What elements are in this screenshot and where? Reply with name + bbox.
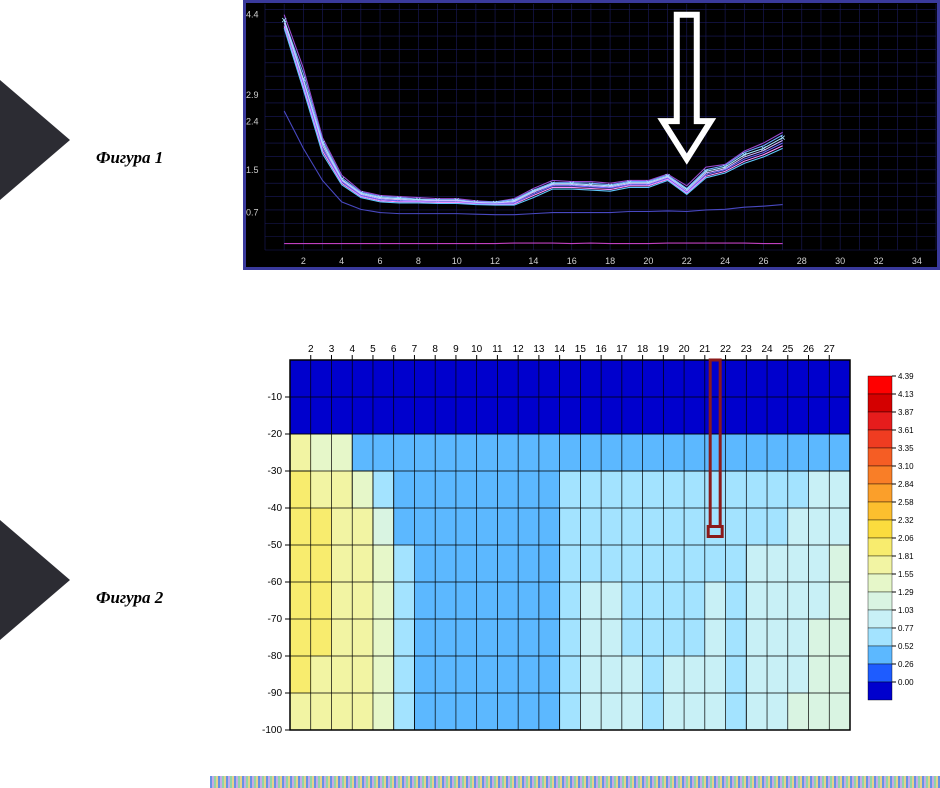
- svg-text:16: 16: [567, 256, 577, 266]
- svg-text:6: 6: [391, 344, 397, 355]
- svg-text:10: 10: [471, 344, 483, 355]
- svg-text:-60: -60: [268, 577, 283, 588]
- svg-text:3.35: 3.35: [898, 444, 914, 453]
- figure-1-chart: 2468101214161820222426283032340.71.52.42…: [243, 0, 940, 270]
- noise-footer-bar: [210, 776, 940, 788]
- svg-text:2.9: 2.9: [246, 90, 259, 100]
- svg-text:-40: -40: [268, 503, 283, 514]
- svg-text:10: 10: [452, 256, 462, 266]
- svg-text:14: 14: [554, 344, 566, 355]
- svg-text:12: 12: [490, 256, 500, 266]
- svg-text:16: 16: [596, 344, 608, 355]
- svg-text:17: 17: [616, 344, 628, 355]
- svg-text:9: 9: [453, 344, 459, 355]
- svg-text:12: 12: [513, 344, 525, 355]
- svg-text:0.77: 0.77: [898, 624, 914, 633]
- page: Фигура 1 Фигура 2 2468101214161820222426…: [0, 0, 940, 788]
- svg-text:19: 19: [658, 344, 670, 355]
- svg-text:-50: -50: [268, 540, 283, 551]
- svg-text:0.7: 0.7: [246, 208, 259, 218]
- svg-text:20: 20: [643, 256, 653, 266]
- svg-text:-100: -100: [262, 725, 282, 736]
- svg-text:2.4: 2.4: [246, 117, 259, 127]
- svg-text:0.00: 0.00: [898, 678, 914, 687]
- svg-text:0.26: 0.26: [898, 660, 914, 669]
- svg-text:2: 2: [308, 344, 314, 355]
- svg-text:1.55: 1.55: [898, 570, 914, 579]
- svg-text:25: 25: [782, 344, 794, 355]
- svg-text:7: 7: [412, 344, 418, 355]
- svg-text:4.13: 4.13: [898, 390, 914, 399]
- svg-text:18: 18: [637, 344, 649, 355]
- svg-text:4: 4: [339, 256, 344, 266]
- svg-text:3.10: 3.10: [898, 462, 914, 471]
- svg-text:0.52: 0.52: [898, 642, 914, 651]
- svg-text:8: 8: [432, 344, 438, 355]
- triangle-1: [0, 20, 70, 260]
- svg-text:1.81: 1.81: [898, 552, 914, 561]
- svg-text:32: 32: [873, 256, 883, 266]
- svg-text:26: 26: [803, 344, 815, 355]
- svg-text:-10: -10: [268, 392, 283, 403]
- svg-text:1.5: 1.5: [246, 165, 259, 175]
- svg-text:2.32: 2.32: [898, 516, 914, 525]
- svg-text:30: 30: [835, 256, 845, 266]
- svg-text:21: 21: [699, 344, 711, 355]
- svg-text:2: 2: [301, 256, 306, 266]
- svg-text:2.06: 2.06: [898, 534, 914, 543]
- svg-text:11: 11: [492, 344, 503, 355]
- svg-text:-20: -20: [268, 429, 283, 440]
- svg-text:-80: -80: [268, 651, 283, 662]
- figure-2-chart: 2345678910111213141516171819202122232425…: [243, 336, 940, 744]
- svg-text:28: 28: [797, 256, 807, 266]
- svg-text:3.87: 3.87: [898, 408, 914, 417]
- svg-text:4: 4: [349, 344, 355, 355]
- svg-text:4.39: 4.39: [898, 372, 914, 381]
- svg-text:1.29: 1.29: [898, 588, 914, 597]
- svg-text:4.4: 4.4: [246, 10, 259, 20]
- triangle-2: [0, 460, 70, 700]
- svg-text:1.03: 1.03: [898, 606, 914, 615]
- svg-text:22: 22: [682, 256, 692, 266]
- svg-text:3: 3: [329, 344, 335, 355]
- svg-text:6: 6: [378, 256, 383, 266]
- svg-text:26: 26: [758, 256, 768, 266]
- svg-text:27: 27: [824, 344, 836, 355]
- figure-1-label: Фигура 1: [96, 148, 163, 168]
- svg-text:2.58: 2.58: [898, 498, 914, 507]
- svg-text:34: 34: [912, 256, 922, 266]
- svg-text:-30: -30: [268, 466, 283, 477]
- svg-text:23: 23: [741, 344, 753, 355]
- svg-text:15: 15: [575, 344, 587, 355]
- svg-text:3.61: 3.61: [898, 426, 914, 435]
- svg-text:20: 20: [679, 344, 691, 355]
- svg-text:24: 24: [761, 344, 773, 355]
- figure-2-label: Фигура 2: [96, 588, 163, 608]
- svg-text:14: 14: [528, 256, 538, 266]
- svg-text:13: 13: [533, 344, 545, 355]
- svg-text:5: 5: [370, 344, 376, 355]
- svg-text:-70: -70: [268, 614, 283, 625]
- svg-text:22: 22: [720, 344, 732, 355]
- svg-text:2.84: 2.84: [898, 480, 914, 489]
- svg-text:24: 24: [720, 256, 730, 266]
- svg-text:8: 8: [416, 256, 421, 266]
- svg-text:18: 18: [605, 256, 615, 266]
- svg-text:-90: -90: [268, 688, 283, 699]
